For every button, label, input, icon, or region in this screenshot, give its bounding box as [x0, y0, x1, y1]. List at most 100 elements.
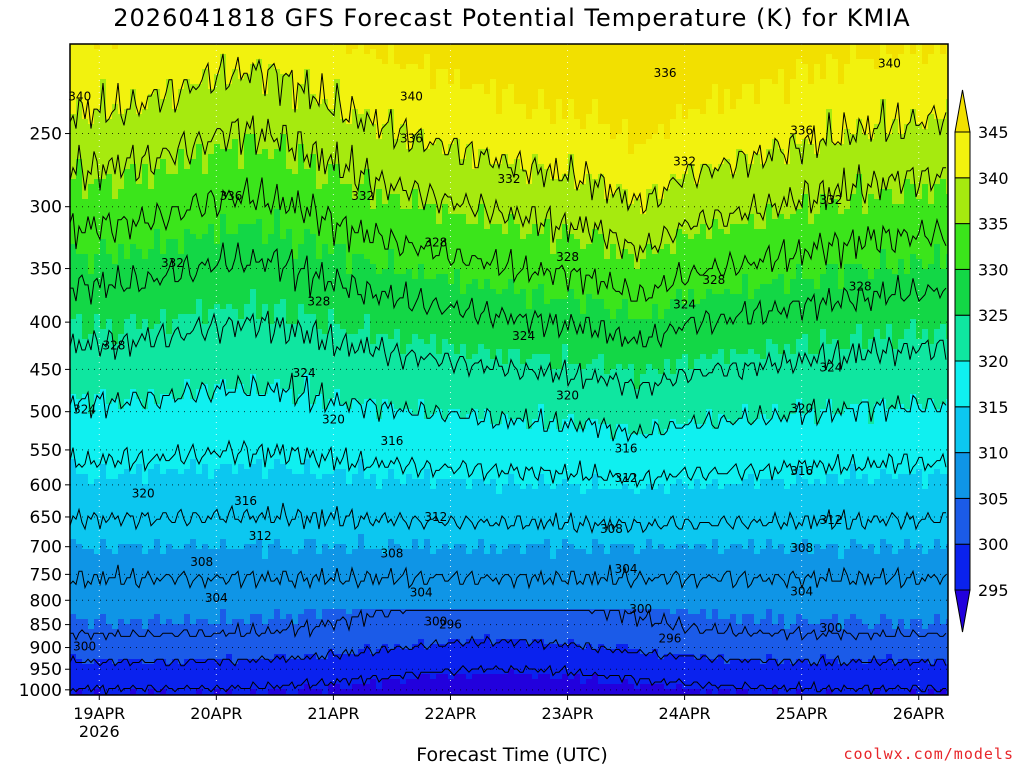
fill-cell — [604, 114, 611, 120]
fill-cell — [112, 159, 119, 165]
fill-cell — [214, 109, 221, 115]
fill-cell — [910, 189, 917, 195]
fill-cell — [730, 74, 737, 80]
fill-cell — [274, 64, 281, 70]
fill-cell — [586, 199, 593, 205]
fill-cell — [712, 84, 719, 90]
fill-cell — [892, 209, 899, 215]
fill-cell — [316, 204, 323, 210]
fill-cell — [190, 49, 197, 55]
fill-cell — [346, 109, 353, 115]
fill-cell — [70, 54, 77, 60]
fill-cell — [706, 204, 713, 210]
fill-cell — [526, 79, 533, 85]
fill-cell — [70, 194, 77, 200]
fill-cell — [376, 199, 383, 205]
fill-cell — [772, 129, 779, 135]
fill-cell — [292, 194, 299, 200]
fill-cell — [616, 164, 623, 170]
fill-cell — [604, 159, 611, 165]
fill-cell — [688, 124, 695, 130]
fill-cell — [310, 204, 317, 210]
fill-cell — [592, 59, 599, 65]
fill-cell — [268, 79, 275, 85]
fill-cell — [70, 144, 77, 150]
fill-cell — [844, 109, 851, 115]
fill-cell — [592, 84, 599, 90]
fill-cell — [436, 69, 443, 75]
fill-cell — [352, 199, 359, 205]
fill-cell — [370, 174, 377, 180]
fill-cell — [400, 174, 407, 180]
fill-cell — [172, 179, 179, 185]
fill-cell — [352, 119, 359, 125]
fill-cell — [544, 64, 551, 70]
fill-cell — [574, 169, 581, 175]
fill-cell — [334, 49, 341, 55]
fill-cell — [928, 74, 935, 80]
fill-cell — [364, 69, 371, 75]
fill-cell — [250, 99, 257, 105]
fill-cell — [172, 44, 179, 50]
fill-cell — [826, 74, 833, 80]
fill-cell — [100, 149, 107, 155]
fill-cell — [424, 49, 431, 55]
fill-cell — [532, 134, 539, 140]
fill-cell — [436, 109, 443, 115]
fill-cell — [874, 109, 881, 115]
fill-cell — [868, 134, 875, 140]
fill-cell — [106, 199, 113, 205]
fill-cell — [298, 184, 305, 190]
fill-cell — [862, 159, 869, 165]
fill-cell — [436, 144, 443, 150]
fill-cell — [226, 184, 233, 190]
fill-cell — [382, 144, 389, 150]
fill-cell — [820, 54, 827, 60]
fill-cell — [460, 194, 467, 200]
fill-cell — [652, 134, 659, 140]
fill-cell — [292, 54, 299, 60]
fill-cell — [70, 204, 77, 210]
fill-cell — [880, 74, 887, 80]
fill-cell — [832, 174, 839, 180]
fill-cell — [496, 194, 503, 200]
fill-cell — [394, 64, 401, 70]
fill-cell — [766, 44, 773, 50]
fill-cell — [250, 189, 257, 195]
fill-cell — [934, 179, 941, 185]
fill-cell — [874, 144, 881, 150]
fill-cell — [406, 44, 413, 50]
fill-cell — [340, 54, 347, 60]
fill-cell — [868, 74, 875, 80]
fill-cell — [868, 109, 875, 115]
fill-cell — [160, 159, 167, 165]
fill-cell — [820, 134, 827, 140]
fill-cell — [754, 169, 761, 175]
fill-cell — [142, 209, 149, 215]
fill-cell — [544, 154, 551, 160]
fill-cell — [94, 99, 101, 105]
fill-cell — [718, 189, 725, 195]
fill-cell — [310, 119, 317, 125]
fill-cell — [760, 79, 767, 85]
fill-cell — [940, 144, 947, 150]
fill-cell — [538, 149, 545, 155]
fill-cell — [364, 64, 371, 70]
fill-cell — [814, 64, 821, 70]
fill-cell — [724, 169, 731, 175]
fill-cell — [712, 104, 719, 110]
fill-cell — [454, 109, 461, 115]
fill-cell — [928, 204, 935, 210]
fill-cell — [802, 154, 809, 160]
fill-cell — [466, 159, 473, 165]
fill-cell — [190, 199, 197, 205]
fill-cell — [736, 119, 743, 125]
fill-cell — [526, 159, 533, 165]
fill-cell — [232, 54, 239, 60]
fill-cell — [790, 204, 797, 210]
fill-cell — [772, 144, 779, 150]
fill-cell — [874, 44, 881, 50]
fill-cell — [922, 54, 929, 60]
fill-cell — [490, 179, 497, 185]
fill-cell — [862, 94, 869, 100]
